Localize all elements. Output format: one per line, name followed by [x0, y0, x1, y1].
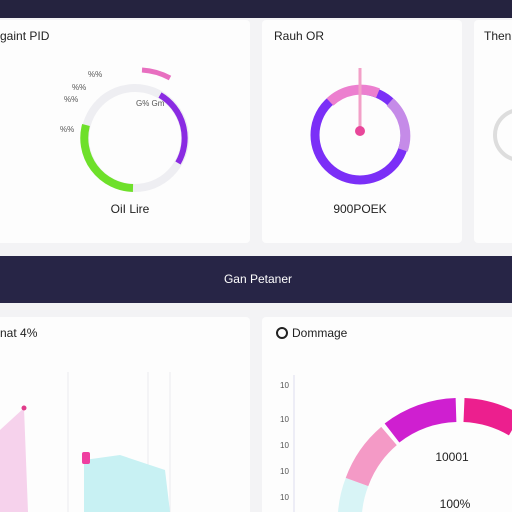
gauge [80, 67, 189, 192]
gauge-arc [338, 477, 369, 512]
card [474, 20, 512, 243]
gauge-label: OiI Lire [111, 202, 150, 216]
tick-label: 10 [280, 415, 289, 424]
marker [82, 452, 90, 464]
tick-label: %% [88, 70, 102, 79]
top-bar [0, 0, 512, 18]
tick-label: 10 [280, 467, 289, 476]
gauge-note: G% Gm [136, 99, 165, 108]
card [0, 20, 250, 243]
needle-hub [355, 126, 365, 136]
gauge-arc [386, 98, 411, 152]
gauge-value: 10001 [435, 450, 469, 464]
area [84, 455, 170, 512]
area [0, 408, 28, 512]
gauge [310, 68, 411, 185]
card-title: gaint PID [0, 29, 50, 43]
gauge-arc [326, 84, 380, 106]
card-title: Dommage [292, 326, 348, 340]
banner-title: Gan Petaner [224, 272, 292, 286]
gauge-arc [80, 123, 134, 192]
gauge-arc [345, 426, 398, 487]
tick-label: %% [64, 95, 78, 104]
point [21, 405, 27, 411]
gauge-arc [384, 398, 457, 443]
card-title: Rauh OR [274, 29, 324, 43]
gauge-label: 900POEK [333, 202, 386, 216]
tick-label: 10 [280, 381, 289, 390]
gauge-arc [141, 67, 172, 81]
card [0, 317, 250, 512]
tick-label: %% [60, 125, 74, 134]
gauge-arc [158, 92, 188, 165]
gauge-percent: 100% [440, 497, 471, 511]
card-title: nat 4% [0, 326, 38, 340]
tick-label: 10 [280, 493, 289, 502]
icon [276, 327, 288, 339]
gauge-track [493, 109, 512, 161]
tick-label: 10 [280, 441, 289, 450]
banner [0, 256, 512, 303]
tick-label: %% [72, 83, 86, 92]
card [262, 317, 512, 512]
card-title: Then [484, 29, 511, 43]
